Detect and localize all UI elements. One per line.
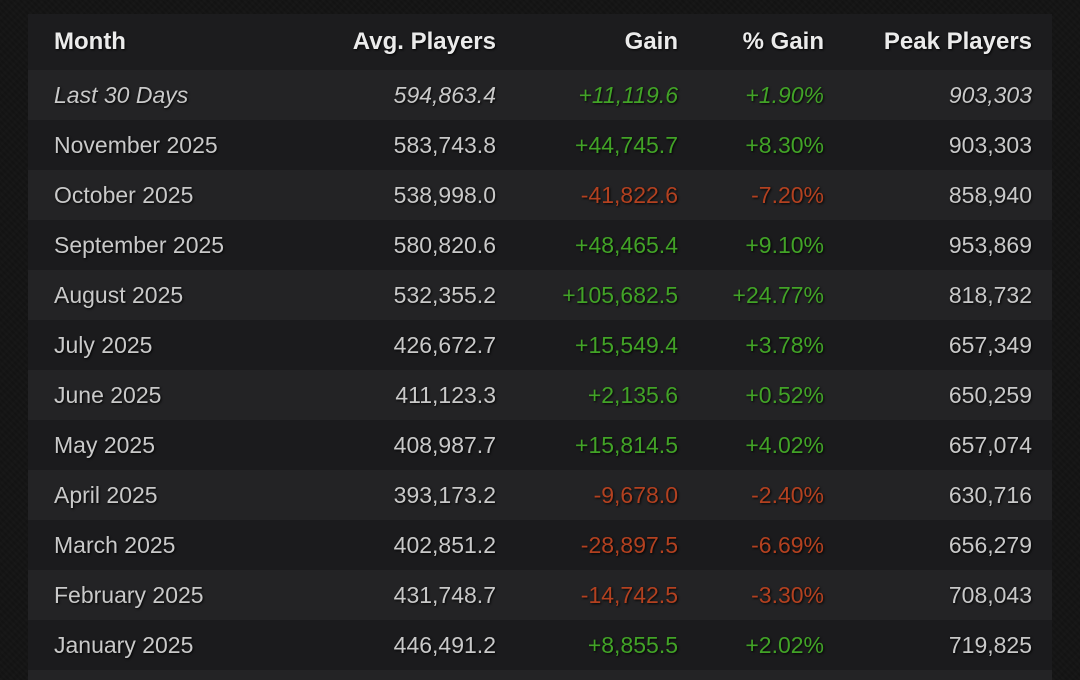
player-stats-panel: Month Avg. Players Gain % Gain Peak Play… xyxy=(28,14,1052,680)
column-header-month: Month xyxy=(54,28,126,55)
table-row: August 2025 532,355.2 +105,682.5 +24.77% 818… xyxy=(28,270,1052,320)
pct-gain-cell: -6.69% xyxy=(751,531,824,558)
gain-cell: +8,855.5 xyxy=(587,631,678,658)
avg-players-cell: 538,998.0 xyxy=(393,181,496,208)
month-cell: August 2025 xyxy=(54,281,184,308)
month-cell: Last 30 Days xyxy=(54,81,189,108)
table-row: October 2025 538,998.0 -41,822.6 -7.20% 858,… xyxy=(28,170,1052,220)
table-body: Last 30 Days 594,863.4 +11,119.6 +1.90% 903,… xyxy=(28,70,1052,670)
pct-gain-cell: -3.30% xyxy=(751,581,824,608)
table-row: September 2025 580,820.6 +48,465.4 +9.10% 95… xyxy=(28,220,1052,270)
month-cell: April 2025 xyxy=(54,481,158,508)
gain-cell: -9,678.0 xyxy=(593,481,678,508)
table-row: February 2025 431,748.7 -14,742.5 -3.30% 708… xyxy=(28,570,1052,620)
table-row: June 2025 411,123.3 +2,135.6 +0.52% 650,259 xyxy=(28,370,1052,420)
peak-players-cell: 903,303 xyxy=(948,81,1032,108)
avg-players-cell: 446,491.2 xyxy=(393,631,496,658)
gain-cell: +11,119.6 xyxy=(578,81,678,108)
month-cell: November 2025 xyxy=(54,131,218,158)
gain-cell: -28,897.5 xyxy=(580,531,678,558)
peak-players-cell: 630,716 xyxy=(948,481,1032,508)
avg-players-cell: 431,748.7 xyxy=(393,581,496,608)
avg-players-cell: 426,672.7 xyxy=(393,331,496,358)
month-cell: October 2025 xyxy=(54,181,194,208)
table-row: April 2025 393,173.2 -9,678.0 -2.40% 630,716 xyxy=(28,470,1052,520)
pct-gain-cell: +0.52% xyxy=(745,381,824,408)
pct-gain-cell: +24.77% xyxy=(732,281,824,308)
peak-players-cell: 650,259 xyxy=(948,381,1032,408)
avg-players-cell: 408,987.7 xyxy=(393,431,496,458)
avg-players-cell: 411,123.3 xyxy=(395,381,496,408)
table-row: Last 30 Days 594,863.4 +11,119.6 +1.90% 903,… xyxy=(28,70,1052,120)
column-header-pct-gain: % Gain xyxy=(742,28,824,55)
peak-players-cell: 656,279 xyxy=(948,531,1032,558)
table-row: March 2025 402,851.2 -28,897.5 -6.69% 656,27… xyxy=(28,520,1052,570)
peak-players-cell: 858,940 xyxy=(948,181,1032,208)
gain-cell: +15,549.4 xyxy=(575,331,678,358)
avg-players-cell: 580,820.6 xyxy=(393,231,496,258)
avg-players-cell: 594,863.4 xyxy=(393,81,496,108)
table-row: July 2025 426,672.7 +15,549.4 +3.78% 657,349 xyxy=(28,320,1052,370)
peak-players-cell: 708,043 xyxy=(948,581,1032,608)
gain-cell: -14,742.5 xyxy=(580,581,678,608)
column-header-avg-players: Avg. Players xyxy=(352,28,496,55)
gain-cell: -41,822.6 xyxy=(580,181,678,208)
pct-gain-cell: -7.20% xyxy=(751,181,824,208)
table-row: January 2025 446,491.2 +8,855.5 +2.02% 719,8… xyxy=(28,620,1052,670)
month-cell: September 2025 xyxy=(54,231,225,258)
avg-players-cell: 583,743.8 xyxy=(393,131,496,158)
gain-cell: +2,135.6 xyxy=(587,381,678,408)
peak-players-cell: 719,825 xyxy=(948,631,1032,658)
month-cell: January 2025 xyxy=(54,631,194,658)
avg-players-cell: 532,355.2 xyxy=(393,281,496,308)
avg-players-cell: 402,851.2 xyxy=(393,531,496,558)
pct-gain-cell: +3.78% xyxy=(745,331,824,358)
peak-players-cell: 657,074 xyxy=(948,431,1032,458)
peak-players-cell: 953,869 xyxy=(948,231,1032,258)
player-stats-table: Month Avg. Players Gain % Gain Peak Play… xyxy=(28,14,1052,670)
peak-players-cell: 903,303 xyxy=(948,131,1032,158)
pct-gain-cell: +2.02% xyxy=(745,631,824,658)
column-header-gain: Gain xyxy=(624,28,678,55)
month-cell: May 2025 xyxy=(54,431,156,458)
pct-gain-cell: -2.40% xyxy=(751,481,824,508)
pct-gain-cell: +1.90% xyxy=(745,81,824,108)
table-row: November 2025 583,743.8 +44,745.7 +8.30% 903… xyxy=(28,120,1052,170)
table-header: Month Avg. Players Gain % Gain Peak Play… xyxy=(28,14,1052,70)
pct-gain-cell: +8.30% xyxy=(745,131,824,158)
partial-next-row xyxy=(28,670,1052,680)
peak-players-cell: 657,349 xyxy=(948,331,1032,358)
month-cell: February 2025 xyxy=(54,581,204,608)
gain-cell: +48,465.4 xyxy=(575,231,678,258)
gain-cell: +105,682.5 xyxy=(562,281,678,308)
pct-gain-cell: +9.10% xyxy=(745,231,824,258)
header-row: Month Avg. Players Gain % Gain Peak Play… xyxy=(28,14,1052,70)
gain-cell: +15,814.5 xyxy=(575,431,678,458)
month-cell: July 2025 xyxy=(54,331,153,358)
peak-players-cell: 818,732 xyxy=(948,281,1032,308)
avg-players-cell: 393,173.2 xyxy=(393,481,496,508)
gain-cell: +44,745.7 xyxy=(575,131,678,158)
table-row: May 2025 408,987.7 +15,814.5 +4.02% 657,074 xyxy=(28,420,1052,470)
month-cell: June 2025 xyxy=(54,381,162,408)
column-header-peak-players: Peak Players xyxy=(883,28,1032,55)
pct-gain-cell: +4.02% xyxy=(745,431,824,458)
month-cell: March 2025 xyxy=(54,531,176,558)
